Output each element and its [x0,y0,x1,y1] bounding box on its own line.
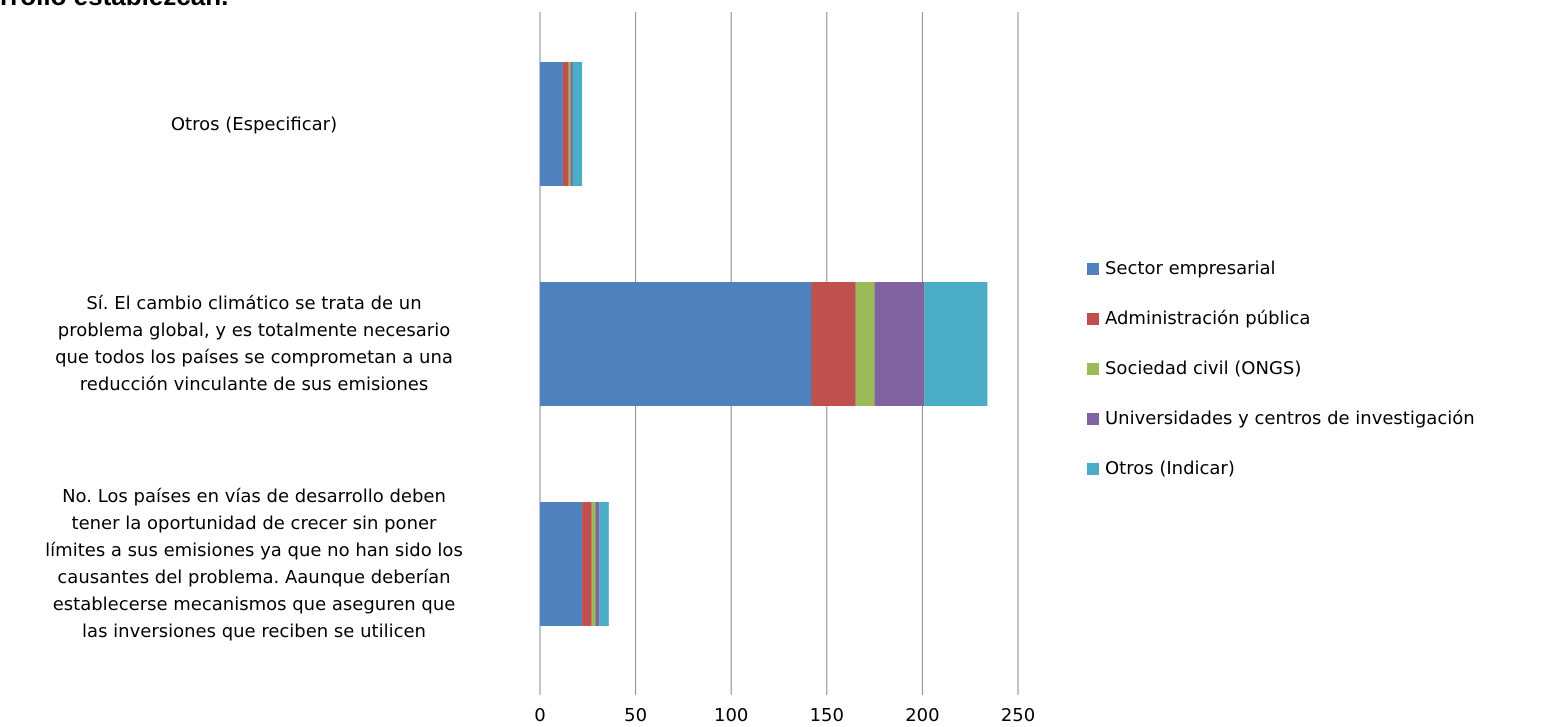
bar-segment-cat2-series2 [591,502,596,626]
legend-label: Sector empresarial [1105,258,1276,279]
bar-segment-cat2-series4 [599,502,609,626]
x-tick-label: 150 [809,705,844,726]
chart-title-fragment: rrollo establezcan. [0,0,228,12]
bar-segment-cat1-series0 [540,282,812,406]
bar-segment-cat0-series3 [570,62,573,186]
category-label-line: límites a sus emisiones ya que no han si… [45,540,463,561]
legend-swatch [1087,312,1099,325]
category-label-line: reducción vinculante de sus emisiones [79,374,429,395]
bar-segment-cat1-series4 [924,282,988,406]
legend-swatch [1087,462,1099,475]
bar-segment-cat2-series1 [582,502,592,626]
legend-swatch [1087,412,1099,425]
category-label-line: No. Los países en vías de desarrollo deb… [62,486,446,507]
category-label-line: causantes del problema. Aaunque deberían [57,567,451,588]
x-tick-label: 250 [1000,705,1036,726]
category-label-line: Otros (Especificar) [170,113,338,135]
legend-item: Sector empresarial [1087,256,1475,281]
bar-segment-cat1-series1 [811,282,856,406]
legend: Sector empresarial Administración pública… [1087,256,1475,506]
legend-label: Sociedad civil (ONGS) [1105,358,1302,379]
bar-segment-cat1-series2 [855,282,875,406]
category-label: Otros (Especificar) [0,111,514,138]
bar-segment-cat0-series0 [540,62,563,186]
legend-label: Administración pública [1105,308,1311,329]
legend-swatch [1087,262,1099,275]
legend-item: Otros (Indicar) [1087,456,1475,481]
bar-segment-cat1-series3 [874,282,925,406]
category-label-line: Sí. El cambio climático se trata de un [86,293,422,314]
legend-item: Universidades y centros de investigación [1087,406,1475,431]
category-label-line: establecerse mecanismos que aseguren que [52,594,456,615]
bar-segment-cat0-series1 [562,62,569,186]
category-label: No. Los países en vías de desarrollo deb… [0,483,514,645]
bar-segment-cat2-series3 [595,502,600,626]
legend-item: Sociedad civil (ONGS) [1087,356,1475,381]
category-label-line: que todos los países se comprometan a un… [55,347,453,368]
legend-swatch [1087,362,1099,375]
legend-label: Universidades y centros de investigación [1105,408,1475,429]
bar-segment-cat0-series4 [572,62,583,186]
x-tick-label: 200 [905,705,940,726]
legend-label: Otros (Indicar) [1105,458,1235,479]
category-label-line: tener la oportunidad de crecer sin poner [71,513,437,534]
bar-segment-cat2-series0 [540,502,583,626]
category-label-line: las inversiones que reciben se utilicen [82,621,426,642]
legend-item: Administración pública [1087,306,1475,331]
category-label-line: problema global, y es totalmente necesar… [57,320,451,341]
x-tick-label: 0 [534,705,546,726]
category-label: Sí. El cambio climático se trata de un pr… [0,290,514,398]
x-tick-label: 100 [714,705,749,726]
bar-segment-cat0-series2 [568,62,571,186]
x-tick-label: 50 [624,705,648,726]
